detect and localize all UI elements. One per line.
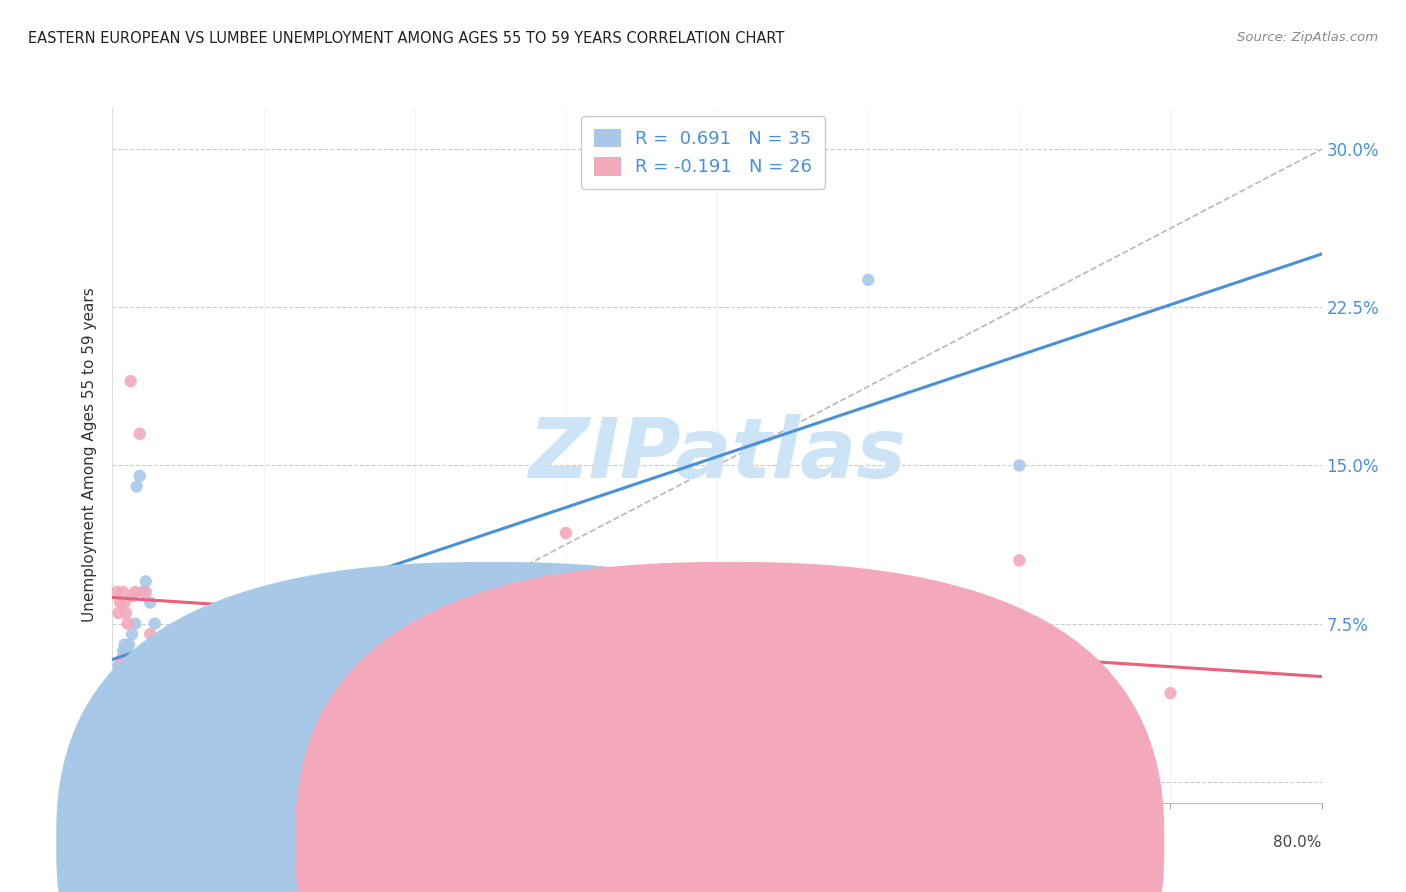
Point bbox=[121, 589, 143, 603]
Point bbox=[135, 574, 157, 589]
Point bbox=[105, 695, 128, 709]
Point bbox=[117, 648, 139, 663]
Point bbox=[125, 479, 148, 493]
Point bbox=[139, 627, 162, 641]
Point bbox=[1008, 458, 1031, 473]
Point bbox=[103, 711, 125, 725]
Point bbox=[120, 648, 142, 663]
Point bbox=[856, 623, 880, 637]
Text: EASTERN EUROPEAN VS LUMBEE UNEMPLOYMENT AMONG AGES 55 TO 59 YEARS CORRELATION CH: EASTERN EUROPEAN VS LUMBEE UNEMPLOYMENT … bbox=[28, 31, 785, 46]
Point bbox=[108, 658, 131, 673]
Point bbox=[105, 673, 128, 688]
Text: Eastern Europeans: Eastern Europeans bbox=[515, 836, 658, 850]
Point bbox=[135, 585, 157, 599]
Point bbox=[128, 426, 150, 441]
Point bbox=[104, 701, 127, 715]
Point bbox=[128, 469, 150, 483]
Point bbox=[117, 616, 139, 631]
Legend: R =  0.691   N = 35, R = -0.191   N = 26: R = 0.691 N = 35, R = -0.191 N = 26 bbox=[581, 116, 825, 189]
Text: 0.0%: 0.0% bbox=[112, 836, 152, 850]
Text: 80.0%: 80.0% bbox=[1274, 836, 1322, 850]
Point bbox=[112, 585, 135, 599]
Point bbox=[114, 673, 136, 688]
Point bbox=[132, 648, 155, 663]
Point bbox=[105, 585, 128, 599]
Point bbox=[124, 585, 146, 599]
Y-axis label: Unemployment Among Ages 55 to 59 years: Unemployment Among Ages 55 to 59 years bbox=[82, 287, 97, 623]
Point bbox=[114, 658, 136, 673]
Point bbox=[782, 652, 804, 666]
Point bbox=[1159, 686, 1181, 700]
Point bbox=[120, 374, 142, 388]
Point bbox=[110, 652, 132, 666]
Point bbox=[108, 595, 131, 609]
Point bbox=[132, 585, 155, 599]
Point bbox=[114, 595, 136, 609]
Point bbox=[118, 638, 141, 652]
Point bbox=[112, 644, 135, 658]
Point bbox=[103, 732, 125, 747]
Text: Source: ZipAtlas.com: Source: ZipAtlas.com bbox=[1237, 31, 1378, 45]
Point bbox=[107, 658, 129, 673]
Text: ZIPatlas: ZIPatlas bbox=[529, 415, 905, 495]
Point bbox=[124, 616, 146, 631]
Point bbox=[155, 690, 177, 705]
Point bbox=[112, 658, 135, 673]
Point bbox=[143, 616, 166, 631]
Text: Lumbee: Lumbee bbox=[754, 836, 815, 850]
Point bbox=[115, 658, 138, 673]
Point bbox=[932, 673, 955, 688]
Point bbox=[139, 595, 162, 609]
Point bbox=[115, 606, 138, 620]
Point bbox=[107, 690, 129, 705]
Point bbox=[103, 673, 125, 688]
Point bbox=[856, 273, 880, 287]
Point bbox=[706, 701, 728, 715]
Point bbox=[108, 680, 131, 694]
Point bbox=[115, 644, 138, 658]
Point bbox=[110, 652, 132, 666]
Point bbox=[107, 606, 129, 620]
Point bbox=[554, 525, 576, 540]
Point bbox=[121, 627, 143, 641]
Point bbox=[104, 680, 127, 694]
Point bbox=[146, 648, 169, 663]
Point bbox=[1008, 553, 1031, 567]
Point bbox=[104, 686, 127, 700]
Point bbox=[165, 732, 187, 747]
Point bbox=[1084, 695, 1107, 709]
Point bbox=[110, 669, 132, 683]
Point bbox=[114, 638, 136, 652]
Point bbox=[142, 638, 165, 652]
